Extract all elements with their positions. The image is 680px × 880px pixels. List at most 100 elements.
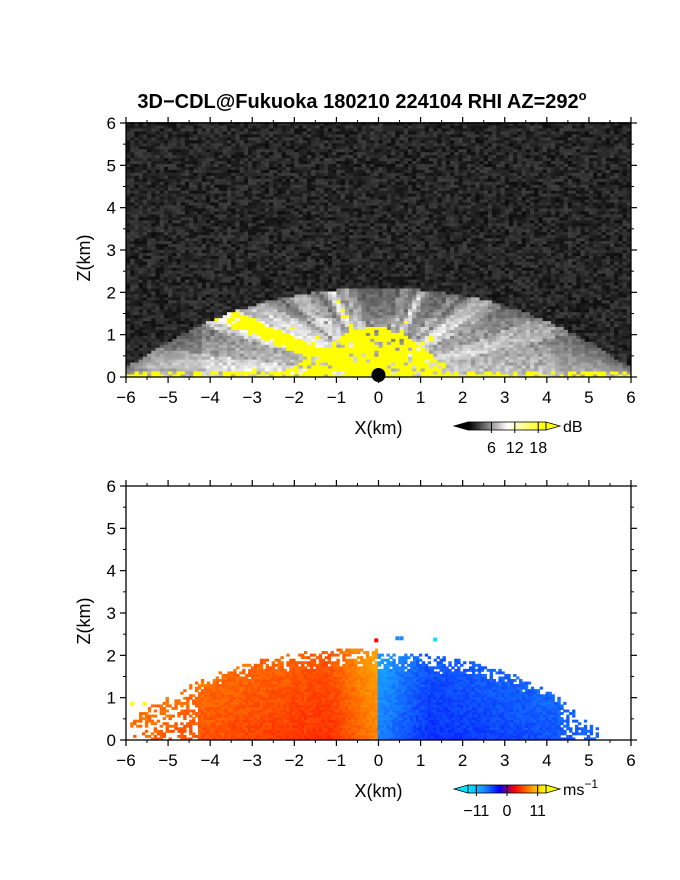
reflectivity-cell xyxy=(231,350,236,354)
reflectivity-cell xyxy=(294,225,299,230)
reflectivity-cell xyxy=(155,128,161,132)
reflectivity-cell xyxy=(138,193,144,197)
reflectivity-cell xyxy=(172,142,177,147)
reflectivity-cell xyxy=(201,359,207,363)
reflectivity-cell xyxy=(328,128,333,132)
reflectivity-cell xyxy=(285,350,291,354)
reflectivity-cell xyxy=(323,285,329,289)
reflectivity-cell xyxy=(306,356,312,360)
reflectivity-cell xyxy=(290,237,295,242)
reflectivity-cell xyxy=(201,323,207,328)
reflectivity-cell xyxy=(134,178,140,182)
reflectivity-cell xyxy=(134,128,140,132)
reflectivity-cell xyxy=(193,362,198,366)
reflectivity-cell xyxy=(159,225,165,230)
reflectivity-cell xyxy=(260,136,266,141)
reflectivity-cell xyxy=(302,252,308,256)
reflectivity-cell xyxy=(248,368,253,372)
reflectivity-cell xyxy=(201,338,207,342)
reflectivity-cell xyxy=(336,231,342,236)
reflectivity-cell xyxy=(180,326,186,330)
reflectivity-cell xyxy=(298,320,304,325)
reflectivity-cell xyxy=(281,145,287,150)
reflectivity-cell xyxy=(168,252,173,256)
reflectivity-cell xyxy=(142,178,148,182)
reflectivity-cell xyxy=(222,368,228,372)
reflectivity-cell xyxy=(323,264,329,268)
reflectivity-cell xyxy=(210,353,215,357)
reflectivity-cell xyxy=(311,181,316,185)
reflectivity-cell xyxy=(302,296,308,301)
reflectivity-cell xyxy=(222,305,228,310)
reflectivity-cell xyxy=(315,264,320,268)
reflectivity-cell xyxy=(319,332,325,336)
reflectivity-cell xyxy=(134,175,140,179)
reflectivity-cell xyxy=(256,320,262,325)
reflectivity-cell xyxy=(235,172,241,176)
reflectivity-cell xyxy=(290,240,295,245)
reflectivity-cell xyxy=(189,199,194,203)
reflectivity-cell xyxy=(248,311,253,316)
reflectivity-cell xyxy=(290,323,295,328)
reflectivity-cell xyxy=(285,157,291,162)
reflectivity-cell xyxy=(201,202,207,206)
reflectivity-cell xyxy=(290,175,295,179)
reflectivity-cell xyxy=(197,178,203,182)
reflectivity-cell xyxy=(180,246,186,250)
reflectivity-cell xyxy=(323,308,329,313)
reflectivity-cell xyxy=(357,308,363,313)
reflectivity-cell xyxy=(315,193,320,197)
reflectivity-cell xyxy=(239,267,245,271)
reflectivity-cell xyxy=(205,139,211,144)
reflectivity-cell xyxy=(273,308,278,313)
reflectivity-cell xyxy=(163,344,169,348)
reflectivity-cell xyxy=(294,234,299,239)
reflectivity-cell xyxy=(239,216,245,221)
reflectivity-cell xyxy=(328,216,333,221)
reflectivity-cell xyxy=(180,190,186,194)
reflectivity-cell xyxy=(328,148,333,153)
reflectivity-cell xyxy=(273,134,278,138)
reflectivity-cell xyxy=(273,160,278,165)
reflectivity-cell xyxy=(302,255,308,259)
reflectivity-cell xyxy=(311,264,316,268)
reflectivity-cell xyxy=(172,314,177,319)
reflectivity-cell xyxy=(180,134,186,138)
reflectivity-cell xyxy=(290,305,295,310)
reflectivity-cell xyxy=(180,282,186,286)
reflectivity-cell xyxy=(227,273,232,277)
reflectivity-cell xyxy=(218,305,224,310)
reflectivity-cell xyxy=(210,142,215,147)
reflectivity-cell xyxy=(172,353,177,357)
reflectivity-cell xyxy=(357,216,363,221)
reflectivity-cell xyxy=(302,302,308,307)
reflectivity-cell xyxy=(218,326,224,330)
reflectivity-cell xyxy=(332,353,337,357)
reflectivity-cell xyxy=(252,228,257,233)
reflectivity-cell xyxy=(252,291,257,295)
reflectivity-cell xyxy=(180,122,186,126)
reflectivity-cell xyxy=(239,255,245,259)
reflectivity-cell xyxy=(256,347,262,351)
reflectivity-cell xyxy=(235,205,241,209)
reflectivity-cell xyxy=(370,368,375,372)
reflectivity-cell xyxy=(134,305,140,310)
reflectivity-cell xyxy=(180,252,186,256)
reflectivity-cell xyxy=(252,125,257,129)
reflectivity-cell xyxy=(332,270,337,274)
reflectivity-cell xyxy=(290,184,295,188)
reflectivity-cell xyxy=(155,208,161,212)
reflectivity-cell xyxy=(353,184,358,188)
reflectivity-cell xyxy=(126,163,131,168)
reflectivity-cell xyxy=(130,288,135,292)
reflectivity-cell xyxy=(176,190,182,194)
reflectivity-cell xyxy=(155,134,161,138)
reflectivity-cell xyxy=(184,139,190,144)
reflectivity-cell xyxy=(201,302,207,307)
reflectivity-cell xyxy=(147,136,152,141)
reflectivity-cell xyxy=(227,243,232,248)
reflectivity-cell xyxy=(315,190,320,194)
reflectivity-cell xyxy=(134,205,140,209)
reflectivity-cell xyxy=(336,359,342,363)
reflectivity-cell xyxy=(353,350,358,354)
